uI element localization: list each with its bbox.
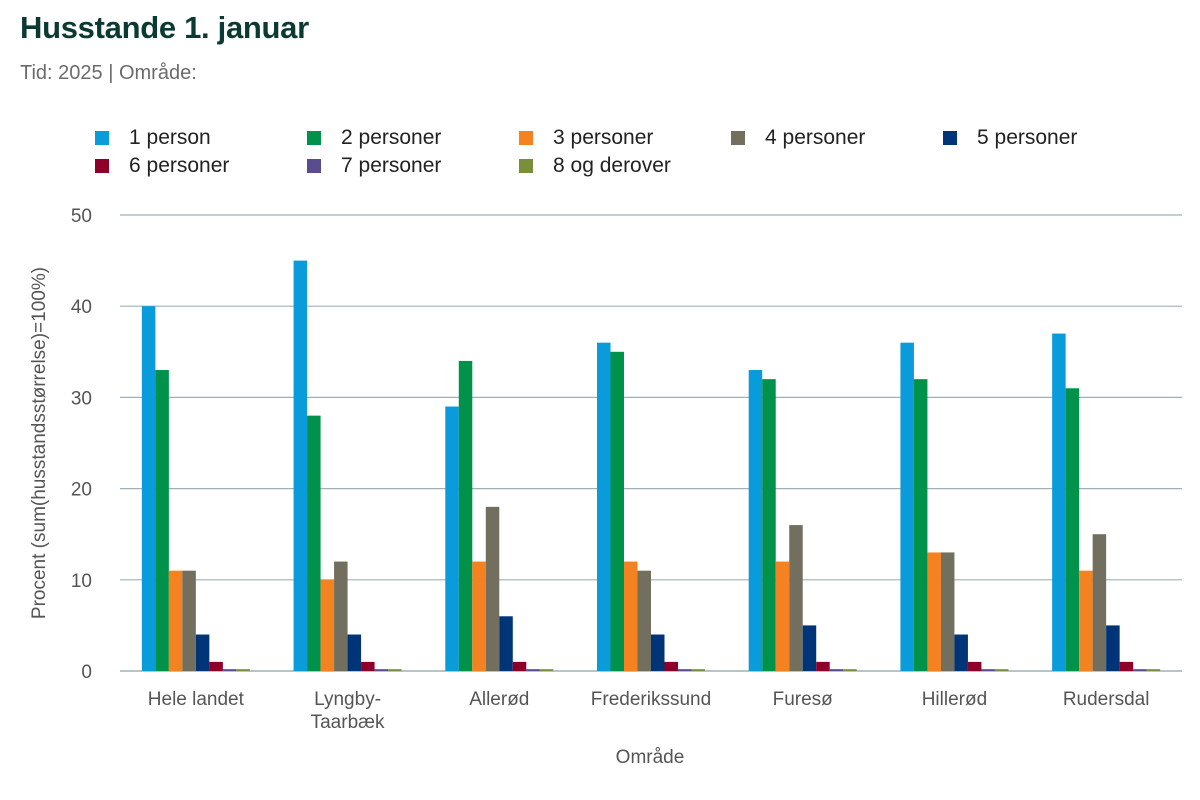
bar [499,616,513,671]
bar [374,669,389,671]
bar [651,634,665,671]
legend-item[interactable]: 5 personer [943,126,1077,150]
x-tick-label: Furesø [773,689,834,710]
bar [485,506,500,671]
legend-swatch [519,131,533,145]
bar [981,669,995,671]
x-tick-label: Rudersdal [1063,689,1150,710]
y-tick-label: 0 [81,662,92,683]
x-tick-label: Taarbæk [311,712,385,733]
legend-swatch [307,159,321,173]
bar [222,669,237,671]
bar [1106,625,1120,671]
y-tick-label: 50 [71,206,92,227]
bar [539,669,554,671]
bar [664,661,678,671]
legend-item[interactable]: 8 og derover [519,154,671,178]
bar [762,379,776,671]
legend-label: 1 person [129,126,211,149]
y-tick-label: 20 [71,480,92,501]
legend-item[interactable]: 1 person [95,126,211,150]
bar [927,552,941,671]
bar [1065,388,1080,671]
legend-item[interactable]: 2 personer [307,126,441,150]
legend-label: 6 personer [129,154,230,177]
legend-label: 2 personer [341,126,442,149]
legend-label: 8 og derover [553,154,671,177]
bar [802,625,817,671]
bar [1133,669,1147,671]
legend-item[interactable]: 6 personer [95,154,229,178]
bar [195,634,210,671]
bar [512,661,527,671]
legend-swatch [943,131,957,145]
y-axis-title: Procent (sum(husstandsstørrelse)=100%) [29,267,50,619]
y-tick-label: 40 [71,297,92,318]
bar [816,661,830,671]
bar [155,370,169,671]
legend-label: 4 personer [765,126,866,149]
bar [843,669,857,671]
y-tick-label: 30 [71,388,92,409]
bar [597,342,611,671]
bar [1052,333,1066,671]
bar [141,306,156,671]
bar [458,360,473,671]
bar [940,552,955,671]
bar [967,661,982,671]
bar [900,342,914,671]
legend-label: 3 personer [553,126,654,149]
bar [445,406,459,671]
legend-swatch [307,131,321,145]
legend-item[interactable]: 7 personer [307,154,441,178]
bar [168,570,183,671]
bar [1092,534,1107,671]
bar [994,669,1009,671]
legend-swatch [731,131,745,145]
bar [610,351,624,671]
y-tick-label: 10 [71,571,92,592]
bar [913,379,928,671]
x-axis-title: Område [616,747,685,768]
legend-item[interactable]: 3 personer [519,126,653,150]
bar [472,561,486,671]
bar [361,661,375,671]
x-tick-label: Frederikssund [591,689,711,710]
x-tick-label: Hele landet [148,689,245,710]
bar [347,634,362,671]
chart-subtitle: Tid: 2025 | Område: [20,62,197,84]
bar [334,561,348,671]
bar [307,415,321,671]
bar [320,579,335,671]
legend-item[interactable]: 4 personer [731,126,865,150]
bar [1119,661,1134,671]
bar [236,669,250,671]
bar [954,634,968,671]
bar [748,370,763,671]
x-tick-label: Allerød [469,689,529,710]
x-tick-label: Lyngby- [314,689,381,710]
bar [388,669,402,671]
bar [789,525,803,671]
bar [293,260,308,671]
bar [691,669,705,671]
legend-swatch [519,159,533,173]
legend-swatch [95,159,109,173]
bar [624,561,638,671]
bar [829,669,844,671]
bar [637,570,651,671]
bar [182,570,196,671]
legend-label: 5 personer [977,126,1078,149]
bar [209,661,223,671]
bar [1079,570,1093,671]
bar [526,669,540,671]
bar [678,669,692,671]
legend-swatch [95,131,109,145]
bar [1146,669,1161,671]
chart-title: Husstande 1. januar [20,10,309,45]
legend-label: 7 personer [341,154,442,177]
bar [775,561,790,671]
x-tick-label: Hillerød [922,689,987,710]
